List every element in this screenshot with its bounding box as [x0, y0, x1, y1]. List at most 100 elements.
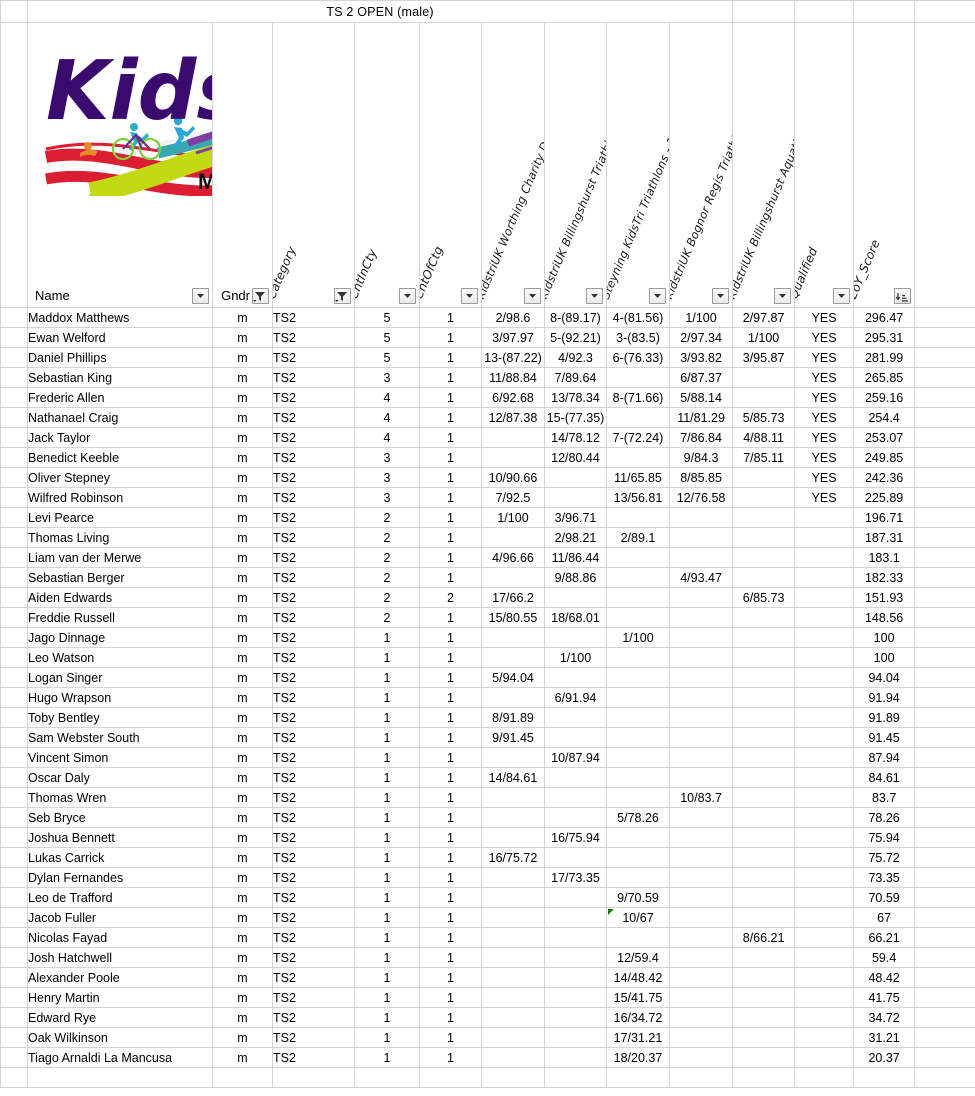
cell-event-2-score[interactable]: 10/87.94: [544, 747, 607, 768]
cell-event-3-score[interactable]: [606, 707, 670, 728]
cell-qualified[interactable]: [794, 1007, 855, 1028]
cell-eoy-score[interactable]: 91.94: [853, 687, 916, 708]
cell-event-5-score[interactable]: [732, 707, 796, 728]
cell-event-5-score[interactable]: [732, 827, 796, 848]
cell-event-4-score[interactable]: 8/85.85: [668, 467, 734, 488]
cell-event-4-score[interactable]: [668, 527, 734, 548]
filter-button-event-5[interactable]: [774, 288, 792, 304]
cell-eoy-score[interactable]: 242.36: [853, 467, 916, 488]
cell-name[interactable]: Alexander Poole: [27, 967, 213, 988]
cell-qualified[interactable]: YES: [794, 307, 855, 328]
cell-eoy-score[interactable]: 66.21: [853, 927, 916, 948]
cell-eoy-score[interactable]: 296.47: [853, 307, 916, 328]
cell-cntincty[interactable]: 3: [354, 447, 420, 468]
cell-event-5-score[interactable]: [732, 947, 796, 968]
cell-name[interactable]: Oak Wilkinson: [27, 1027, 213, 1048]
cell-event-5-score[interactable]: [732, 787, 796, 808]
cell-name[interactable]: Joshua Bennett: [27, 827, 213, 848]
cell-event-3-score[interactable]: 1/100: [606, 627, 670, 648]
cell-qualified[interactable]: [794, 907, 855, 928]
cell-event-2-score[interactable]: [544, 907, 607, 928]
cell-qualified[interactable]: YES: [794, 487, 855, 508]
cell-category[interactable]: TS2: [272, 407, 355, 428]
cell-event-4-score[interactable]: 4/93.47: [668, 567, 734, 588]
cell-event-5-score[interactable]: 1/100: [732, 327, 796, 348]
cell-event-1-score[interactable]: [481, 967, 545, 988]
cell-event-3-score[interactable]: [606, 927, 670, 948]
cell-cntincty[interactable]: 1: [354, 987, 420, 1008]
cell-cntofctg[interactable]: 1: [419, 867, 482, 888]
cell-event-5-score[interactable]: [732, 1027, 796, 1048]
cell-category[interactable]: TS2: [272, 907, 355, 928]
cell-event-2-score[interactable]: [544, 1047, 607, 1068]
cell-gndr[interactable]: m: [212, 747, 273, 768]
cell-event-5-score[interactable]: [732, 1007, 796, 1028]
cell-category[interactable]: TS2: [272, 607, 355, 628]
cell-qualified[interactable]: YES: [794, 467, 855, 488]
cell-category[interactable]: TS2: [272, 627, 355, 648]
cell-event-3-score[interactable]: [606, 827, 670, 848]
cell-event-1-score[interactable]: 1/100: [481, 507, 545, 528]
cell-cntincty[interactable]: 1: [354, 927, 420, 948]
cell-cntincty[interactable]: 3: [354, 487, 420, 508]
cell-eoy-score[interactable]: 78.26: [853, 807, 916, 828]
cell-eoy-score[interactable]: 100: [853, 627, 916, 648]
cell-category[interactable]: TS2: [272, 327, 355, 348]
cell-qualified[interactable]: [794, 807, 855, 828]
cell-cntincty[interactable]: 1: [354, 1047, 420, 1068]
cell-event-2-score[interactable]: 16/75.94: [544, 827, 607, 848]
cell-category[interactable]: TS2: [272, 467, 355, 488]
cell-event-4-score[interactable]: 7/86.84: [668, 427, 734, 448]
cell-event-5-score[interactable]: [732, 627, 796, 648]
cell-eoy-score[interactable]: 91.45: [853, 727, 916, 748]
cell-category[interactable]: TS2: [272, 307, 355, 328]
cell-eoy-score[interactable]: 254.4: [853, 407, 916, 428]
cell-cntofctg[interactable]: 1: [419, 607, 482, 628]
cell-event-1-score[interactable]: 3/97.97: [481, 327, 545, 348]
cell-event-4-score[interactable]: [668, 687, 734, 708]
cell-event-2-score[interactable]: 3/96.71: [544, 507, 607, 528]
cell-event-1-score[interactable]: 16/75.72: [481, 847, 545, 868]
cell-event-3-score[interactable]: 13/56.81: [606, 487, 670, 508]
cell-gndr[interactable]: m: [212, 1007, 273, 1028]
cell-gndr[interactable]: m: [212, 447, 273, 468]
cell-event-2-score[interactable]: [544, 1027, 607, 1048]
cell-event-1-score[interactable]: [481, 947, 545, 968]
cell-eoy-score[interactable]: 83.7: [853, 787, 916, 808]
cell-event-1-score[interactable]: 4/96.66: [481, 547, 545, 568]
cell-name[interactable]: Tiago Arnaldi La Mancusa: [27, 1047, 213, 1068]
cell-event-4-score[interactable]: 5/88.14: [668, 387, 734, 408]
cell-category[interactable]: TS2: [272, 847, 355, 868]
cell-qualified[interactable]: [794, 707, 855, 728]
cell-event-3-score[interactable]: 4-(81.56): [606, 307, 670, 328]
cell-event-3-score[interactable]: [606, 567, 670, 588]
cell-eoy-score[interactable]: 94.04: [853, 667, 916, 688]
cell-event-4-score[interactable]: [668, 847, 734, 868]
cell-event-4-score[interactable]: [668, 607, 734, 628]
cell-cntincty[interactable]: 5: [354, 327, 420, 348]
cell-category[interactable]: TS2: [272, 507, 355, 528]
cell-qualified[interactable]: [794, 507, 855, 528]
cell-cntofctg[interactable]: 1: [419, 707, 482, 728]
cell-name[interactable]: Vincent Simon: [27, 747, 213, 768]
cell-event-2-score[interactable]: 13/78.34: [544, 387, 607, 408]
cell-category[interactable]: TS2: [272, 567, 355, 588]
cell-event-2-score[interactable]: [544, 767, 607, 788]
cell-event-2-score[interactable]: [544, 487, 607, 508]
cell-event-1-score[interactable]: 14/84.61: [481, 767, 545, 788]
cell-cntincty[interactable]: 2: [354, 527, 420, 548]
cell-gndr[interactable]: m: [212, 927, 273, 948]
cell-qualified[interactable]: YES: [794, 447, 855, 468]
cell-category[interactable]: TS2: [272, 1027, 355, 1048]
cell-event-3-score[interactable]: [606, 687, 670, 708]
cell-name[interactable]: Hugo Wrapson: [27, 687, 213, 708]
cell-category[interactable]: TS2: [272, 667, 355, 688]
cell-qualified[interactable]: [794, 647, 855, 668]
cell-event-2-score[interactable]: 17/73.35: [544, 867, 607, 888]
cell-gndr[interactable]: m: [212, 1047, 273, 1068]
cell-qualified[interactable]: [794, 927, 855, 948]
cell-event-2-score[interactable]: [544, 787, 607, 808]
cell-event-1-score[interactable]: 7/92.5: [481, 487, 545, 508]
cell-eoy-score[interactable]: 73.35: [853, 867, 916, 888]
cell-name[interactable]: Jacob Fuller: [27, 907, 213, 928]
